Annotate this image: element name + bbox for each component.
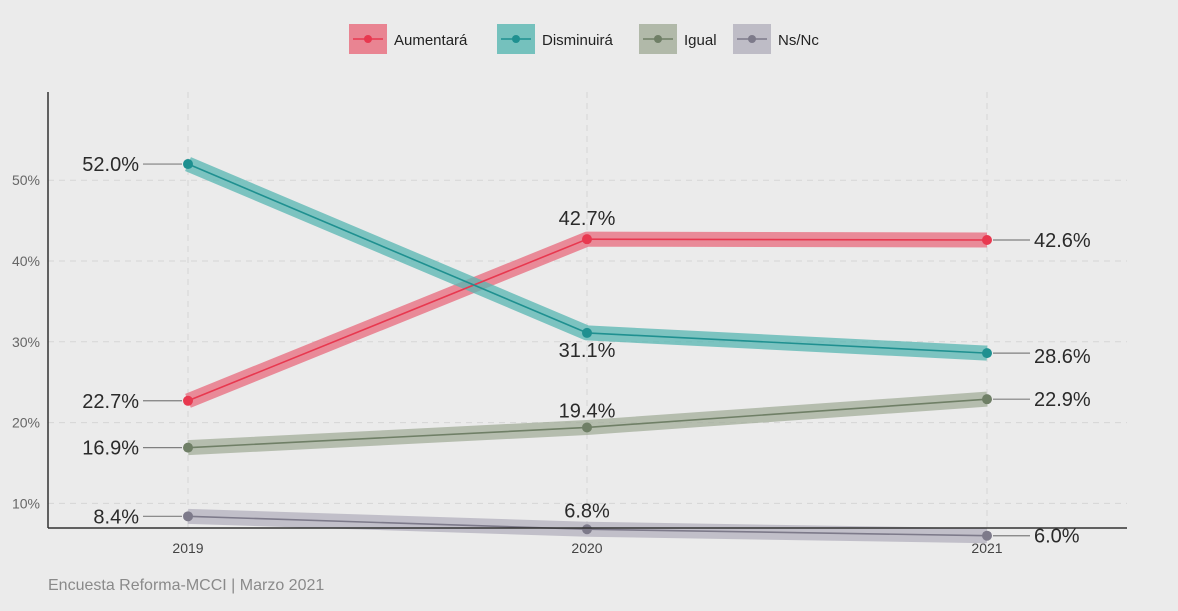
legend-swatch-dot: [654, 35, 662, 43]
legend: Aumentará Disminuirá Igual Ns/Nc: [349, 24, 819, 54]
legend-swatch-dot: [512, 35, 520, 43]
chart-caption: Encuesta Reforma-MCCI | Marzo 2021: [48, 577, 324, 594]
data-label: 28.6%: [1034, 346, 1091, 368]
legend-item: Aumentará: [349, 24, 468, 54]
legend-item: Igual: [639, 24, 717, 54]
data-point: [183, 511, 193, 522]
data-point: [582, 422, 592, 433]
data-point: [982, 530, 992, 541]
legend-item: Ns/Nc: [733, 24, 819, 54]
axes: 10% 20% 30% 40% 50% 2019 2020 2021: [12, 92, 1127, 556]
data-label: 6.0%: [1034, 526, 1080, 548]
data-point: [982, 394, 992, 405]
legend-label: Disminuirá: [542, 32, 614, 49]
data-point: [982, 348, 992, 359]
legend-swatch-dot: [364, 35, 372, 43]
y-tick-label: 20%: [12, 415, 40, 431]
data-label: 6.8%: [564, 500, 610, 522]
y-tick-label: 40%: [12, 253, 40, 269]
series-line: [187, 238, 988, 402]
data-point: [183, 442, 193, 453]
label-leader-lines: [143, 163, 1030, 537]
data-point: [982, 234, 992, 245]
y-tick-label: 50%: [12, 172, 40, 188]
data-label: 22.7%: [82, 391, 139, 413]
series-band: [185, 231, 988, 408]
data-points: [183, 159, 992, 541]
legend-item: Disminuirá: [497, 24, 614, 54]
data-point: [183, 395, 193, 406]
data-label: 42.6%: [1034, 230, 1091, 252]
grid-lines: [48, 92, 1127, 528]
x-tick-label: 2020: [571, 540, 602, 556]
data-label: 31.1%: [559, 340, 616, 362]
data-label: 16.9%: [82, 438, 139, 460]
legend-swatch-dot: [748, 35, 756, 43]
data-point: [582, 234, 592, 245]
data-label: 52.0%: [82, 154, 139, 176]
data-point: [582, 327, 592, 338]
y-tick-label: 10%: [12, 495, 40, 511]
data-label: 19.4%: [559, 400, 616, 422]
data-label: 42.7%: [559, 208, 616, 230]
x-tick-label: 2021: [971, 540, 1002, 556]
legend-label: Ns/Nc: [778, 32, 819, 49]
legend-label: Aumentará: [394, 32, 468, 49]
x-tick-label: 2019: [172, 540, 203, 556]
data-label: 8.4%: [93, 506, 139, 528]
data-point: [183, 159, 193, 170]
data-point: [582, 524, 592, 535]
data-label: 22.9%: [1034, 389, 1091, 411]
data-labels: 22.7% 42.7% 42.6% 52.0% 31.1% 28.6% 16.9% 19.4%…: [82, 154, 1091, 548]
legend-label: Igual: [684, 32, 717, 49]
y-tick-label: 30%: [12, 334, 40, 350]
